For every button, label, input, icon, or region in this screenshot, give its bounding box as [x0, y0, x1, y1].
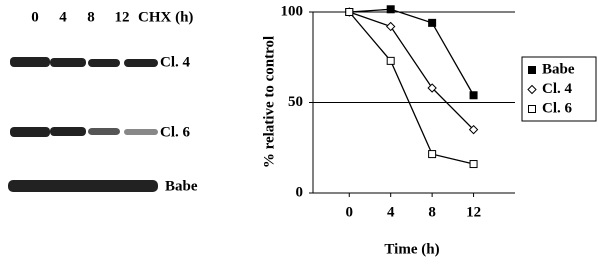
- y-tick-label: 50: [288, 94, 303, 110]
- marker: [429, 151, 436, 158]
- marker: [346, 9, 353, 16]
- y-axis-label: % relative to control: [261, 36, 277, 168]
- marker: [470, 161, 477, 168]
- lane-label: 0: [31, 9, 39, 25]
- lane-label: 4: [59, 9, 67, 25]
- legend-label: Babe: [542, 61, 575, 77]
- marker: [387, 22, 395, 30]
- y-tick-label: 0: [296, 184, 304, 200]
- row-label: Cl. 4: [160, 54, 191, 70]
- marker: [387, 57, 394, 64]
- lane-label: 8: [87, 9, 95, 25]
- series-line: [349, 9, 473, 95]
- x-axis-label: Time (h): [384, 241, 439, 257]
- x-tick-label: 8: [428, 204, 436, 220]
- row-label: Babe: [165, 178, 198, 194]
- x-tick-label: 12: [466, 204, 481, 220]
- blot-bands: [8, 57, 158, 192]
- row-label: Cl. 6: [160, 124, 191, 140]
- y-tick-label: 100: [281, 3, 304, 19]
- series-line: [349, 12, 473, 130]
- lane-label: 12: [115, 9, 130, 25]
- marker: [429, 19, 436, 26]
- x-tick-label: 4: [387, 204, 395, 220]
- series-line: [349, 12, 473, 164]
- marker: [470, 92, 477, 99]
- x-tick-label: 0: [346, 204, 354, 220]
- legend-label: Cl. 4: [542, 81, 573, 97]
- legend-label: Cl. 6: [542, 100, 573, 116]
- marker: [387, 6, 394, 13]
- legend-marker: [529, 106, 536, 113]
- legend-marker: [529, 67, 536, 74]
- figure: 0 4 8 12 CHX (h) Cl. 4 Cl. 6 Babe % rela…: [0, 0, 598, 265]
- lane-unit: CHX (h): [138, 9, 193, 25]
